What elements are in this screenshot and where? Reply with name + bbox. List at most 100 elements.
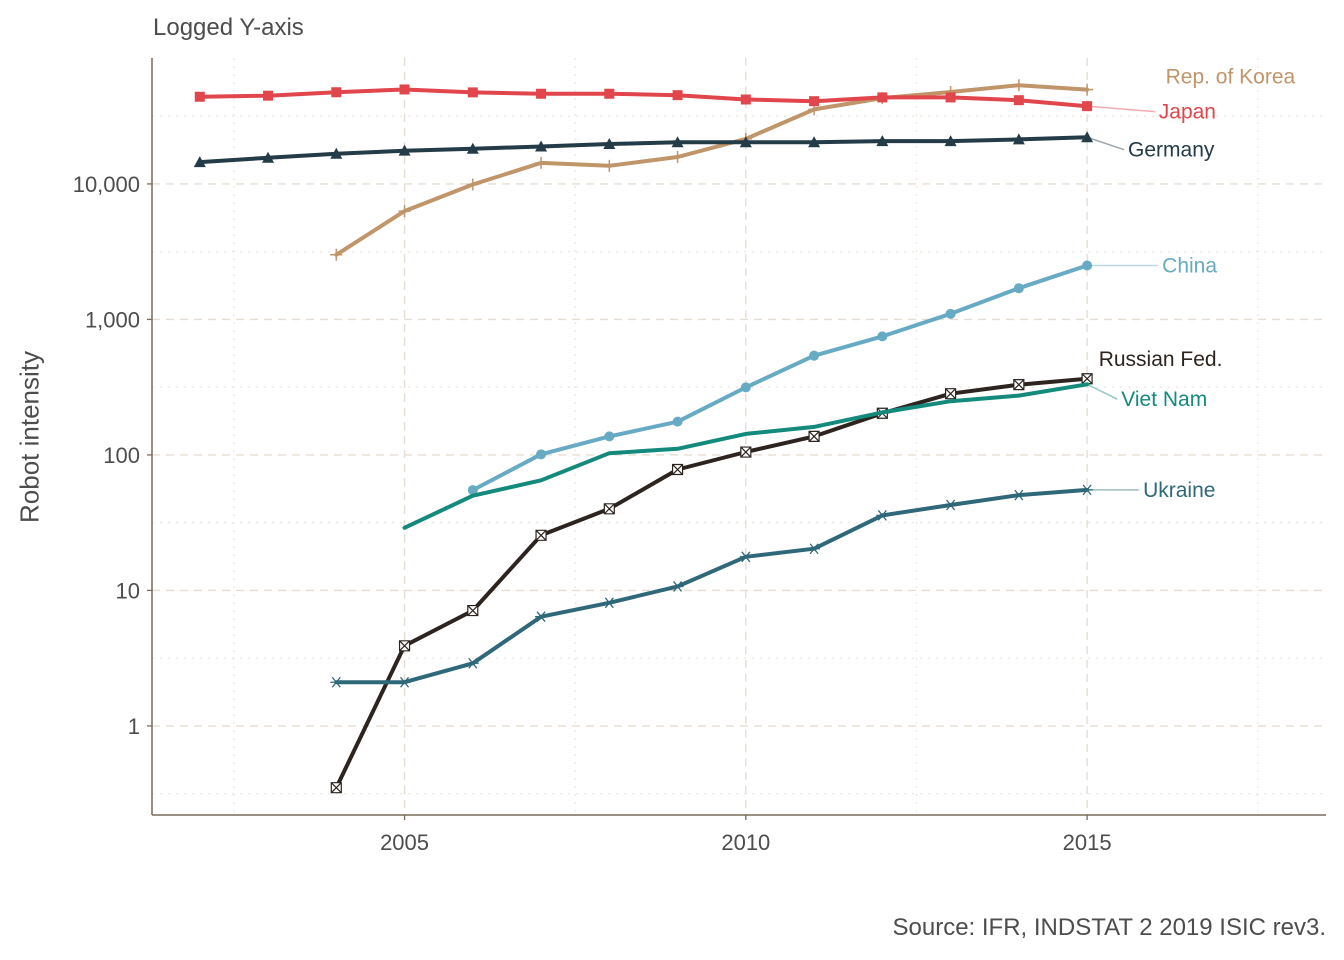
marker-asterisk xyxy=(671,581,684,592)
marker-triangle xyxy=(262,151,275,163)
series-line xyxy=(197,135,1090,165)
chart-caption: Source: IFR, INDSTAT 2 2019 ISIC rev3. xyxy=(892,914,1327,941)
marker-square-x xyxy=(398,640,411,652)
marker-triangle xyxy=(398,144,411,156)
marker-circle xyxy=(809,350,820,361)
series-label: Russian Fed. xyxy=(1099,348,1223,371)
marker-square-x xyxy=(603,503,615,515)
marker-square-x xyxy=(671,463,684,476)
series-label: Japan xyxy=(1159,101,1216,124)
y-tick-label: 1,000 xyxy=(85,307,140,332)
marker-triangle xyxy=(535,140,548,152)
marker-square xyxy=(194,91,205,102)
marker-triangle xyxy=(808,136,821,148)
marker-triangle xyxy=(466,142,479,154)
marker-circle xyxy=(604,431,615,442)
chart-title: Logged Y-axis xyxy=(153,14,304,41)
marker-triangle xyxy=(671,136,684,148)
marker-triangle xyxy=(193,156,206,168)
marker-square xyxy=(945,92,956,103)
series-line xyxy=(334,487,1090,685)
marker-square xyxy=(467,87,478,98)
marker-asterisk xyxy=(535,611,548,623)
y-tick-label: 10 xyxy=(116,578,140,603)
marker-asterisk xyxy=(398,676,411,688)
marker-plus xyxy=(1081,83,1094,96)
marker-plus xyxy=(398,205,411,218)
marker-square xyxy=(672,90,683,101)
marker-square-x xyxy=(535,529,547,541)
x-tick-label: 2005 xyxy=(380,830,429,855)
marker-triangle xyxy=(944,135,957,147)
marker-triangle xyxy=(1012,133,1025,145)
y-tick-label: 1 xyxy=(128,714,140,739)
label-leader-line xyxy=(1087,105,1155,113)
series-line xyxy=(334,376,1090,790)
marker-circle xyxy=(467,485,478,496)
series-russian-fed xyxy=(330,373,1093,794)
marker-circle xyxy=(536,449,547,460)
marker-square-x xyxy=(330,782,342,794)
marker-square xyxy=(809,96,820,107)
marker-square xyxy=(740,94,751,105)
series-label: Ukraine xyxy=(1143,479,1215,502)
series-germany xyxy=(193,131,1094,168)
marker-circle xyxy=(672,416,683,427)
grid xyxy=(152,58,1326,815)
y-tick-label: 100 xyxy=(103,443,140,468)
series-rep-of-korea xyxy=(330,79,1094,261)
marker-square xyxy=(877,92,888,103)
marker-circle xyxy=(877,331,888,342)
marker-plus xyxy=(330,248,343,261)
y-tick-label: 10,000 xyxy=(73,172,140,197)
marker-plus xyxy=(466,178,479,191)
marker-square xyxy=(1082,101,1093,112)
marker-square xyxy=(1013,95,1024,106)
marker-square xyxy=(263,90,274,101)
series-line xyxy=(402,382,1090,530)
series-label: Germany xyxy=(1128,139,1215,162)
marker-triangle xyxy=(1081,131,1094,143)
marker-circle xyxy=(1082,260,1093,271)
marker-circle xyxy=(1013,283,1024,294)
marker-triangle xyxy=(876,135,889,147)
marker-plus xyxy=(535,156,548,169)
marker-square-x xyxy=(944,388,957,400)
marker-circle xyxy=(740,382,751,393)
series-line xyxy=(470,263,1090,493)
marker-plus xyxy=(671,151,684,164)
series-label: China xyxy=(1162,255,1217,278)
marker-square xyxy=(604,88,615,99)
series-japan xyxy=(194,84,1093,112)
marker-square xyxy=(331,87,342,98)
series-label: Viet Nam xyxy=(1121,388,1207,411)
marker-square xyxy=(399,84,410,95)
marker-asterisk xyxy=(876,509,889,521)
marker-square-x xyxy=(1013,379,1025,391)
marker-asterisk xyxy=(944,499,957,511)
marker-asterisk xyxy=(739,551,752,563)
series-label: Rep. of Korea xyxy=(1166,66,1296,89)
marker-asterisk xyxy=(1012,489,1025,501)
series-line xyxy=(197,87,1090,109)
marker-square-x xyxy=(740,446,752,458)
label-leader-line xyxy=(1086,383,1118,400)
marker-triangle xyxy=(330,147,343,159)
marker-square-x xyxy=(808,430,820,442)
series-ukraine xyxy=(330,484,1094,688)
marker-asterisk xyxy=(1081,484,1094,496)
series-viet-nam xyxy=(402,382,1090,530)
x-tick-label: 2015 xyxy=(1063,830,1112,855)
marker-square-x xyxy=(467,604,479,617)
marker-square xyxy=(536,88,547,99)
marker-asterisk xyxy=(808,543,821,555)
marker-asterisk xyxy=(466,657,479,669)
series-china xyxy=(467,260,1093,496)
marker-asterisk xyxy=(330,676,343,688)
marker-triangle xyxy=(603,138,616,150)
marker-asterisk xyxy=(603,597,616,609)
marker-plus xyxy=(1012,79,1025,92)
marker-circle xyxy=(945,308,956,319)
x-tick-label: 2010 xyxy=(721,830,770,855)
